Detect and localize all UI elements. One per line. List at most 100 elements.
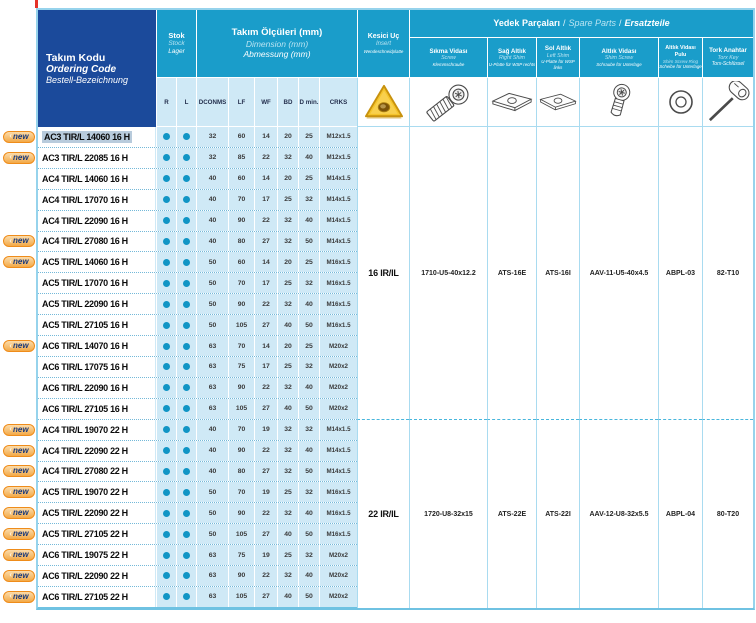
stock-r-cell: [156, 210, 176, 231]
ordering-code-cell[interactable]: AC5 TIR/L 27105 22 H: [38, 524, 156, 545]
shim-screw-value-group1: AAV-11-U5-40x4.5: [579, 127, 658, 419]
dconms-value: 40: [208, 196, 217, 204]
page-edge-mark: [35, 0, 38, 8]
lf-value: 90: [237, 217, 246, 225]
bd-value: 25: [284, 488, 292, 496]
bd-value: 25: [284, 279, 292, 287]
table-row: ‹ new AC5 TIR/L 22090 22 H 50 90 22 32 4…: [3, 503, 357, 525]
badge-label: new: [13, 424, 29, 434]
dconms-value: 63: [208, 384, 217, 392]
bd-cell: 32: [277, 440, 298, 461]
ordering-code-cell[interactable]: AC5 TIR/L 22090 16 H: [38, 294, 156, 315]
ordering-code-cell[interactable]: AC4 TIR/L 14060 16 H: [38, 168, 156, 189]
ordering-code-cell[interactable]: AC5 TIR/L 19070 22 H: [38, 482, 156, 503]
lf-value: 105: [235, 530, 248, 538]
wf-cell: 27: [254, 231, 277, 252]
wf-value: 17: [262, 196, 270, 204]
new-badge: ‹ new: [3, 256, 35, 269]
ordering-code-cell[interactable]: AC5 TIR/L 17070 16 H: [38, 273, 156, 294]
ordering-code-cell[interactable]: AC4 TIR/L 17070 16 H: [38, 189, 156, 210]
stock-l-cell: [176, 377, 196, 398]
table-row: ‹ new AC6 TIR/L 27105 22 H 63 105 27 40 …: [3, 586, 357, 607]
wf-cell: 19: [254, 419, 277, 440]
wf-cell: 14: [254, 168, 277, 189]
wf-cell: 22: [254, 503, 277, 524]
stock-r-cell: [156, 377, 176, 398]
dmin-value: 50: [305, 593, 313, 601]
ordering-code-cell[interactable]: AC3 TIR/L 22085 16 H: [38, 147, 156, 168]
ordering-code-cell[interactable]: AC4 TIR/L 27080 22 H: [38, 461, 156, 482]
bd-value: 32: [284, 447, 292, 455]
table-row: ‹ new AC4 TIR/L 17070 16 H 40 70 17 25 3…: [38, 189, 357, 211]
ordering-code-cell[interactable]: AC6 TIR/L 27105 22 H: [38, 586, 156, 607]
bd-cell: 20: [277, 252, 298, 273]
table-row: ‹ new AC4 TIR/L 27080 16 H 40 80 27 32 5…: [3, 231, 357, 253]
stock-r-cell: [156, 315, 176, 336]
lf-value: 70: [237, 426, 246, 434]
stock-r-cell: [156, 231, 176, 252]
stock-dot-r: [163, 154, 170, 162]
separator: /: [562, 18, 566, 29]
insert-code-22: 22 IR/IL: [368, 509, 399, 519]
ordering-code-cell[interactable]: AC6 TIR/L 27105 16 H: [38, 398, 156, 419]
left-shim-en: Left Shim: [546, 52, 570, 59]
clamp-screw-icon-cell: [409, 78, 487, 127]
stock-r-cell: [156, 545, 176, 566]
crks-cell: M20x2: [319, 545, 357, 566]
bd-cell: 25: [277, 356, 298, 377]
new-badge: ‹ new: [3, 340, 35, 353]
ordering-code-cell[interactable]: AC5 TIR/L 27105 16 H: [38, 315, 156, 336]
ordering-code-cell[interactable]: AC6 TIR/L 22090 22 H: [38, 566, 156, 586]
dconms-value: 50: [208, 488, 217, 496]
washer-icon-cell: [658, 78, 702, 127]
dmin-cell: 40: [298, 377, 319, 398]
dconms-value: 40: [208, 426, 217, 434]
crks-value: M14x1.5: [326, 196, 351, 204]
stock-dot-l: [183, 196, 190, 204]
lf-cell: 60: [228, 127, 254, 147]
stock-dot-r: [163, 530, 170, 538]
dmin-cell: 40: [298, 503, 319, 524]
ordering-code-cell[interactable]: AC6 TIR/L 17075 16 H: [38, 356, 156, 377]
washer-en: Shim Screw Ring: [662, 58, 699, 64]
crks-value: M16x1.5: [326, 509, 351, 517]
ordering-code-cell[interactable]: AC6 TIR/L 22090 16 H: [38, 377, 156, 398]
lf-cell: 105: [228, 524, 254, 545]
dconms-cell: 40: [196, 210, 228, 231]
dconms-value: 40: [208, 447, 217, 455]
ordering-code-cell[interactable]: AC4 TIR/L 19070 22 H: [38, 419, 156, 440]
stock-r-cell: [156, 168, 176, 189]
dmin-value: 50: [305, 530, 313, 538]
ordering-code-cell[interactable]: AC4 TIR/L 22090 22 H: [38, 440, 156, 461]
stock-r-cell: [156, 566, 176, 586]
ordering-code-cell[interactable]: AC6 TIR/L 19075 22 H: [38, 545, 156, 566]
badge-label: new: [13, 529, 29, 539]
ordering-code-cell[interactable]: AC5 TIR/L 14060 16 H: [38, 252, 156, 273]
ordering-code-cell[interactable]: AC4 TIR/L 22090 16 H: [38, 210, 156, 231]
stock-dot-r: [163, 593, 170, 601]
stock-dot-r: [163, 447, 170, 455]
ordering-code-cell[interactable]: AC6 TIR/L 14070 16 H: [38, 336, 156, 356]
col-header-bd: BD: [277, 78, 298, 127]
col-header-dmin: D min.: [298, 78, 319, 127]
dmin-cell: 50: [298, 398, 319, 419]
crks-cell: M16x1.5: [319, 273, 357, 294]
stock-dot-r: [163, 551, 170, 559]
lf-cell: 75: [228, 545, 254, 566]
right-shim-value-group2: ATS-22E: [487, 419, 536, 608]
badge-arrow-icon: ‹: [9, 528, 13, 538]
shim-screw-icon-cell: [579, 78, 658, 127]
ordering-code-cell[interactable]: AC5 TIR/L 22090 22 H: [38, 503, 156, 524]
dconms-cell: 40: [196, 440, 228, 461]
dconms-cell: 32: [196, 147, 228, 168]
stock-dot-r: [163, 196, 170, 204]
ordering-code-cell[interactable]: AC3 TIR/L 14060 16 H: [38, 127, 156, 147]
bd-value: 40: [284, 405, 292, 413]
ordering-code-cell[interactable]: AC4 TIR/L 27080 16 H: [38, 231, 156, 252]
dmin-cell: 32: [298, 189, 319, 210]
insert-code-group2: 22 IR/IL: [357, 419, 409, 608]
stock-l-cell: [176, 336, 196, 356]
dmin-cell: 25: [298, 168, 319, 189]
dmin-cell: 32: [298, 545, 319, 566]
